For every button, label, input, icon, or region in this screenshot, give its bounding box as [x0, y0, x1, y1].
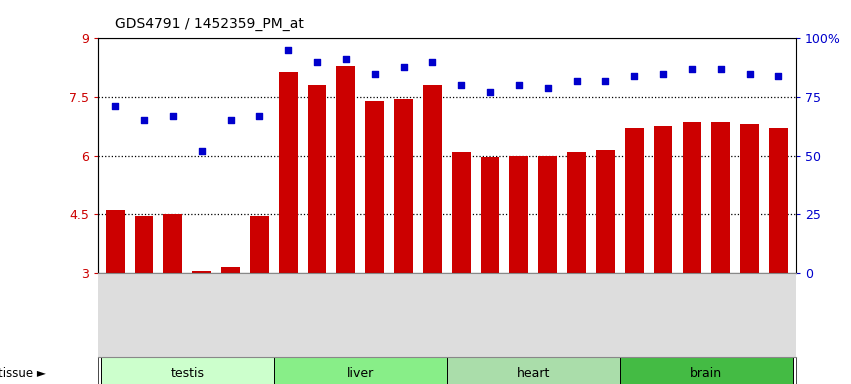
- Point: [714, 66, 728, 72]
- Point: [224, 117, 237, 123]
- Bar: [596, 150, 614, 273]
- Bar: [539, 156, 557, 273]
- Bar: [365, 101, 384, 273]
- Bar: [683, 122, 701, 273]
- Point: [253, 113, 266, 119]
- Point: [512, 82, 526, 88]
- Text: testis: testis: [170, 367, 204, 380]
- Bar: [423, 85, 442, 273]
- Bar: [654, 126, 672, 273]
- Text: GDS4791 / 1452359_PM_at: GDS4791 / 1452359_PM_at: [115, 17, 304, 31]
- Bar: [279, 71, 298, 273]
- Bar: [250, 216, 269, 273]
- Point: [339, 56, 352, 63]
- Point: [569, 78, 583, 84]
- Bar: [711, 122, 730, 273]
- Point: [282, 47, 295, 53]
- Bar: [740, 124, 759, 273]
- Point: [397, 63, 410, 70]
- Bar: [769, 128, 788, 273]
- Bar: [394, 99, 413, 273]
- Bar: [447, 357, 620, 384]
- Bar: [221, 267, 240, 273]
- Bar: [274, 357, 447, 384]
- Point: [137, 117, 151, 123]
- Point: [598, 78, 612, 84]
- Text: heart: heart: [517, 367, 550, 380]
- Point: [166, 113, 180, 119]
- Bar: [567, 152, 585, 273]
- Text: tissue ►: tissue ►: [0, 367, 46, 380]
- Text: brain: brain: [690, 367, 722, 380]
- Bar: [481, 157, 500, 273]
- Bar: [336, 66, 355, 273]
- Bar: [100, 357, 274, 384]
- Bar: [452, 152, 471, 273]
- Point: [772, 73, 785, 79]
- Point: [627, 73, 641, 79]
- Bar: [625, 128, 643, 273]
- Bar: [308, 85, 327, 273]
- Point: [743, 71, 757, 77]
- Point: [311, 59, 324, 65]
- Bar: [163, 214, 182, 273]
- Point: [368, 71, 381, 77]
- Text: liver: liver: [346, 367, 374, 380]
- Bar: [510, 156, 528, 273]
- Bar: [106, 210, 124, 273]
- Point: [454, 82, 468, 88]
- Bar: [620, 357, 793, 384]
- Point: [426, 59, 439, 65]
- Bar: [134, 216, 153, 273]
- Point: [483, 89, 497, 95]
- Point: [685, 66, 699, 72]
- Bar: [192, 271, 211, 273]
- Point: [195, 148, 208, 154]
- Point: [656, 71, 670, 77]
- Point: [108, 103, 122, 109]
- Point: [541, 84, 555, 91]
